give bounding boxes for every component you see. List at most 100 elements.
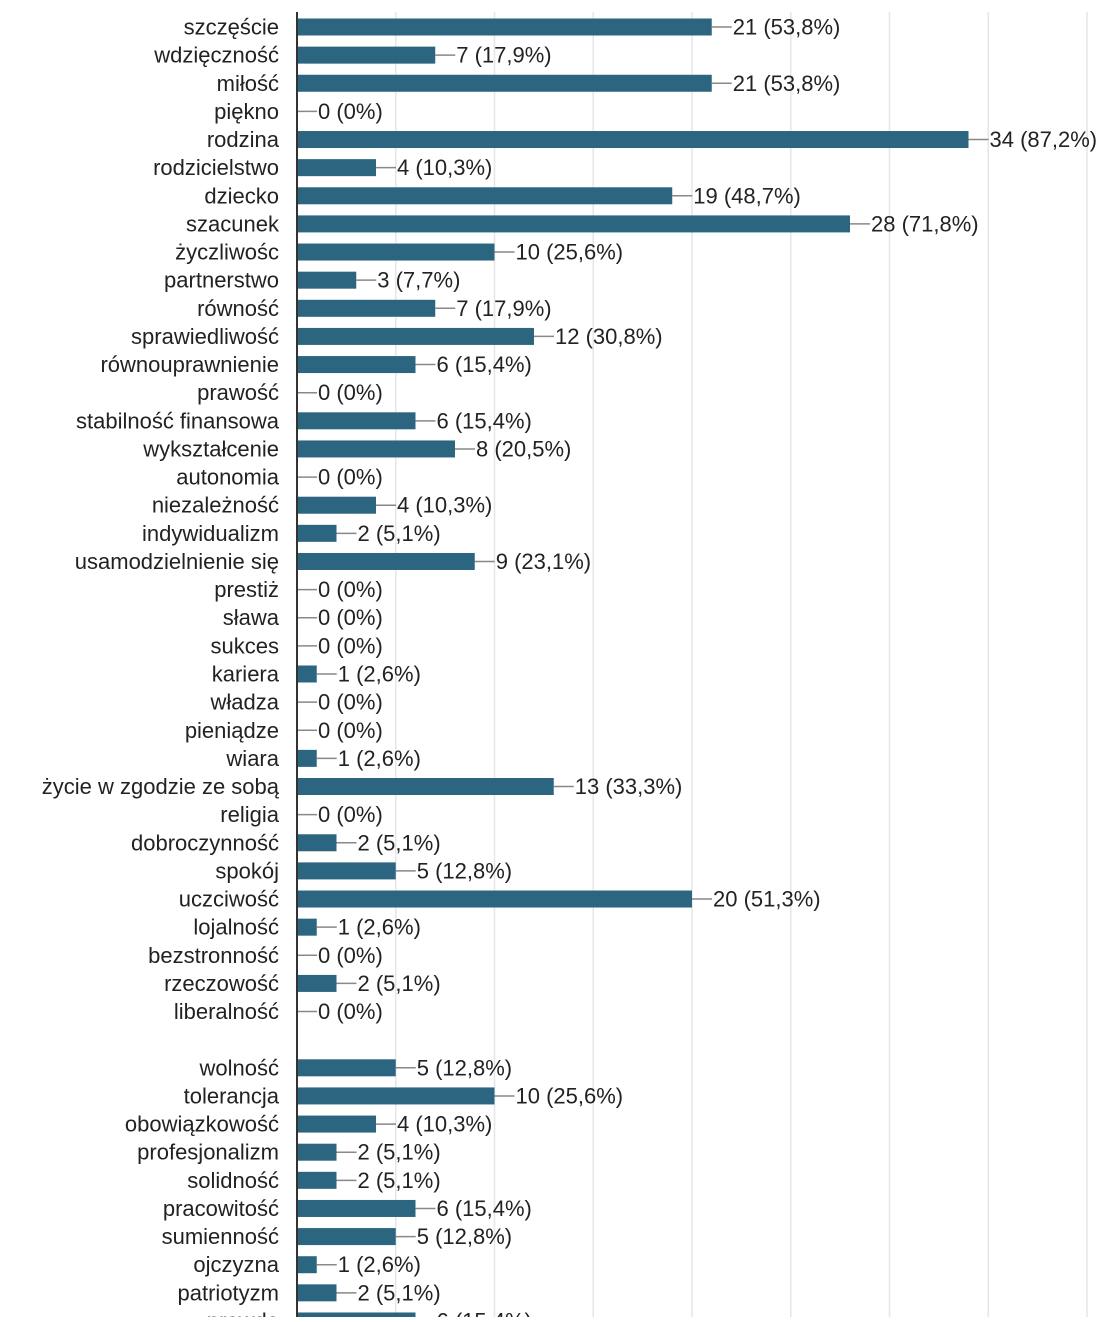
data-label: 10 (25,6%) xyxy=(516,240,624,265)
category-label: wiara xyxy=(225,746,279,771)
bar xyxy=(297,749,317,767)
data-label: 0 (0%) xyxy=(318,633,383,658)
bar xyxy=(297,834,337,852)
category-label: tolerancja xyxy=(184,1083,280,1108)
data-label: 2 (5,1%) xyxy=(358,1168,441,1193)
data-label: 0 (0%) xyxy=(318,943,383,968)
data-label: 20 (51,3%) xyxy=(713,887,821,912)
bar xyxy=(297,187,673,205)
category-label: sprawiedliwość xyxy=(131,324,279,349)
data-label: 7 (17,9%) xyxy=(456,43,551,68)
data-label: 0 (0%) xyxy=(318,380,383,405)
data-label: 1 (2,6%) xyxy=(338,915,421,940)
category-label: prawość xyxy=(197,380,279,405)
bar xyxy=(297,215,850,233)
data-label: 7 (17,9%) xyxy=(456,296,551,321)
bar xyxy=(297,412,416,430)
bar xyxy=(297,974,337,992)
data-label: 2 (5,1%) xyxy=(358,1140,441,1165)
data-label: 5 (12,8%) xyxy=(417,1055,512,1080)
data-label: 1 (2,6%) xyxy=(338,1252,421,1277)
data-label: 6 (15,4%) xyxy=(437,352,532,377)
category-label: sława xyxy=(223,605,280,630)
category-label: pracowitość xyxy=(163,1196,279,1221)
data-label: 5 (12,8%) xyxy=(417,858,512,883)
category-label: dobroczynność xyxy=(131,830,279,855)
bar xyxy=(297,1228,396,1246)
data-label: 0 (0%) xyxy=(318,690,383,715)
category-labels: szczęście wdzięczność miłość piękno rodzina r… xyxy=(42,15,280,1322)
category-label: niezależność xyxy=(152,493,279,518)
bar xyxy=(297,440,455,458)
data-label: 2 (5,1%) xyxy=(358,521,441,546)
category-label: liberalność xyxy=(174,999,279,1024)
data-label: 1 (2,6%) xyxy=(338,746,421,771)
data-label: 0 (0%) xyxy=(318,577,383,602)
bar xyxy=(297,1256,317,1274)
category-label: solidność xyxy=(187,1168,279,1193)
category-label: partnerstwo xyxy=(164,268,279,293)
data-label: 4 (10,3%) xyxy=(397,155,492,180)
category-label: stabilność finansowa xyxy=(76,408,280,433)
category-label: autonomia xyxy=(176,465,280,490)
category-label: usamodzielnienie się xyxy=(75,549,279,574)
bar xyxy=(297,524,337,542)
category-label: władza xyxy=(210,690,280,715)
category-label: religia xyxy=(220,802,279,827)
bar xyxy=(297,1087,495,1105)
category-label: sumienność xyxy=(162,1224,279,1249)
data-label: 5 (12,8%) xyxy=(417,1224,512,1249)
data-label: 10 (25,6%) xyxy=(516,1083,624,1108)
label-leaders xyxy=(297,26,989,1322)
bar xyxy=(297,1059,396,1077)
data-label: 28 (71,8%) xyxy=(871,211,979,236)
data-label: 0 (0%) xyxy=(318,802,383,827)
data-label: 0 (0%) xyxy=(318,999,383,1024)
category-label: bezstronność xyxy=(148,943,279,968)
bar xyxy=(297,862,396,880)
data-label: 13 (33,3%) xyxy=(575,774,683,799)
category-label: patriotyzm xyxy=(178,1280,279,1305)
category-label: wolność xyxy=(199,1055,279,1080)
category-label: szacunek xyxy=(186,211,280,236)
data-label: 0 (0%) xyxy=(318,99,383,124)
category-label: szczęście xyxy=(184,15,279,40)
data-label: 4 (10,3%) xyxy=(397,493,492,518)
category-label: życie w zgodzie ze sobą xyxy=(42,774,280,799)
category-label: rodzina xyxy=(207,127,280,152)
bar xyxy=(297,271,357,289)
data-label: 9 (23,1%) xyxy=(496,549,591,574)
bar xyxy=(297,1199,416,1217)
category-label: rzeczowość xyxy=(164,971,279,996)
category-label: równość xyxy=(197,296,279,321)
category-label: rodzicielstwo xyxy=(153,155,279,180)
bar xyxy=(297,131,969,149)
data-label: 2 (5,1%) xyxy=(358,1280,441,1305)
bar xyxy=(297,778,554,796)
bar xyxy=(297,243,495,261)
category-label: sukces xyxy=(211,633,279,658)
data-label: 1 (2,6%) xyxy=(338,661,421,686)
category-label: indywidualizm xyxy=(142,521,279,546)
data-label: 0 (0%) xyxy=(318,605,383,630)
bars xyxy=(297,18,969,1322)
data-label: 34 (87,2%) xyxy=(990,127,1098,152)
category-label: prestiż xyxy=(214,577,279,602)
bar xyxy=(297,1312,416,1322)
bar xyxy=(297,1143,337,1161)
category-label: lojalność xyxy=(193,915,279,940)
data-label: 6 (15,4%) xyxy=(437,1196,532,1221)
category-label: dziecko xyxy=(204,183,279,208)
data-label: 21 (53,8%) xyxy=(733,15,841,40)
bar xyxy=(297,496,376,514)
data-label: 19 (48,7%) xyxy=(693,183,801,208)
category-label: uczciwość xyxy=(179,887,279,912)
data-labels: 21 (53,8%) 7 (17,9%) 21 (53,8%) 0 (0%) 34 (8… xyxy=(318,15,1098,1322)
data-label: 4 (10,3%) xyxy=(397,1112,492,1137)
bar xyxy=(297,159,376,177)
category-label: profesjonalizm xyxy=(137,1140,279,1165)
data-label: 21 (53,8%) xyxy=(733,71,841,96)
data-label: 8 (20,5%) xyxy=(476,436,571,461)
category-label: życzliwośc xyxy=(175,240,279,265)
